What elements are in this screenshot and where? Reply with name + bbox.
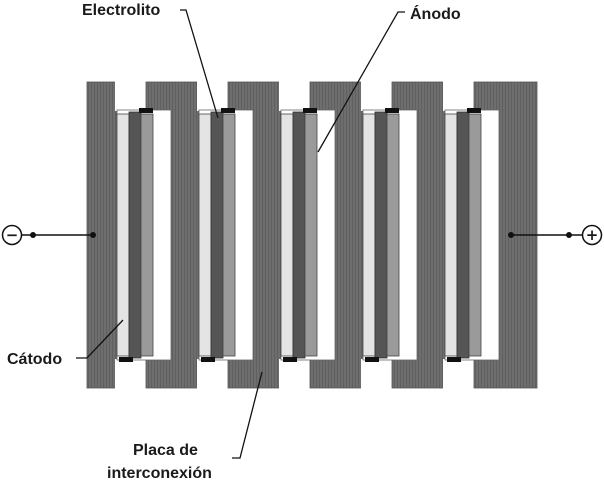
- top-seal: [467, 108, 481, 113]
- cathode-label: Cátodo: [7, 351, 62, 368]
- interconnect-leader: [232, 371, 263, 459]
- positive-contact-dot: [508, 232, 514, 238]
- anode-layer: [468, 113, 482, 357]
- leader-lines: [76, 9, 405, 459]
- plate-gap: [279, 359, 299, 389]
- fuel-cell: [197, 81, 254, 389]
- cathode-layer: [362, 113, 376, 357]
- bottom-seal: [119, 357, 133, 362]
- anode-label: Ánodo: [410, 4, 461, 23]
- top-seal: [221, 108, 235, 113]
- plate-gap: [443, 81, 463, 111]
- anode-layer: [386, 113, 400, 357]
- external-circuit: − +: [1, 224, 603, 246]
- fuel-cell: [279, 81, 336, 389]
- electrolyte-layer: [128, 111, 142, 359]
- plate-gap: [361, 81, 381, 111]
- negative-contact-dot: [90, 232, 96, 238]
- cathode-layer: [198, 113, 212, 357]
- bottom-seal: [365, 357, 379, 362]
- top-seal: [385, 108, 399, 113]
- electrolyte-layer: [210, 111, 224, 359]
- top-seal: [139, 108, 153, 113]
- plate-gap: [197, 359, 217, 389]
- plate-gap: [279, 81, 299, 111]
- plate-gap: [361, 359, 381, 389]
- cathode-leader: [76, 319, 124, 359]
- bottom-seal: [283, 357, 297, 362]
- electrolyte-layer: [292, 111, 306, 359]
- fuel-cell: [115, 81, 172, 389]
- fuel-cell: [443, 81, 500, 389]
- anode-layer: [222, 113, 236, 357]
- plate-gap: [115, 81, 135, 111]
- bottom-seal: [447, 357, 461, 362]
- plate-gap: [443, 359, 463, 389]
- anode-leader: [317, 11, 405, 153]
- negative-terminal: [1, 224, 23, 246]
- negative-node-dot: [30, 232, 36, 238]
- electrolyte-layer: [374, 111, 388, 359]
- anode-layer: [304, 113, 318, 357]
- bottom-seal: [201, 357, 215, 362]
- interconnect-label-line2: interconexión: [107, 465, 212, 482]
- fuel-cell: [361, 81, 418, 389]
- cathode-layer: [444, 113, 458, 357]
- negative-terminal-symbol: −: [6, 226, 19, 244]
- top-seal: [303, 108, 317, 113]
- cells: [115, 81, 500, 389]
- plate-gap: [115, 359, 135, 389]
- electrolyte-label: Electrolito: [82, 2, 160, 19]
- electrolyte-layer: [456, 111, 470, 359]
- cathode-layer: [116, 113, 130, 357]
- plate-gap: [197, 81, 217, 111]
- positive-node-dot: [566, 232, 572, 238]
- positive-terminal: [581, 224, 603, 246]
- interconnect-label-line1: Placa de: [133, 442, 198, 459]
- cathode-layer: [280, 113, 294, 357]
- anode-layer: [140, 113, 154, 357]
- electrolyte-leader: [180, 9, 219, 119]
- positive-terminal-symbol: +: [586, 226, 599, 244]
